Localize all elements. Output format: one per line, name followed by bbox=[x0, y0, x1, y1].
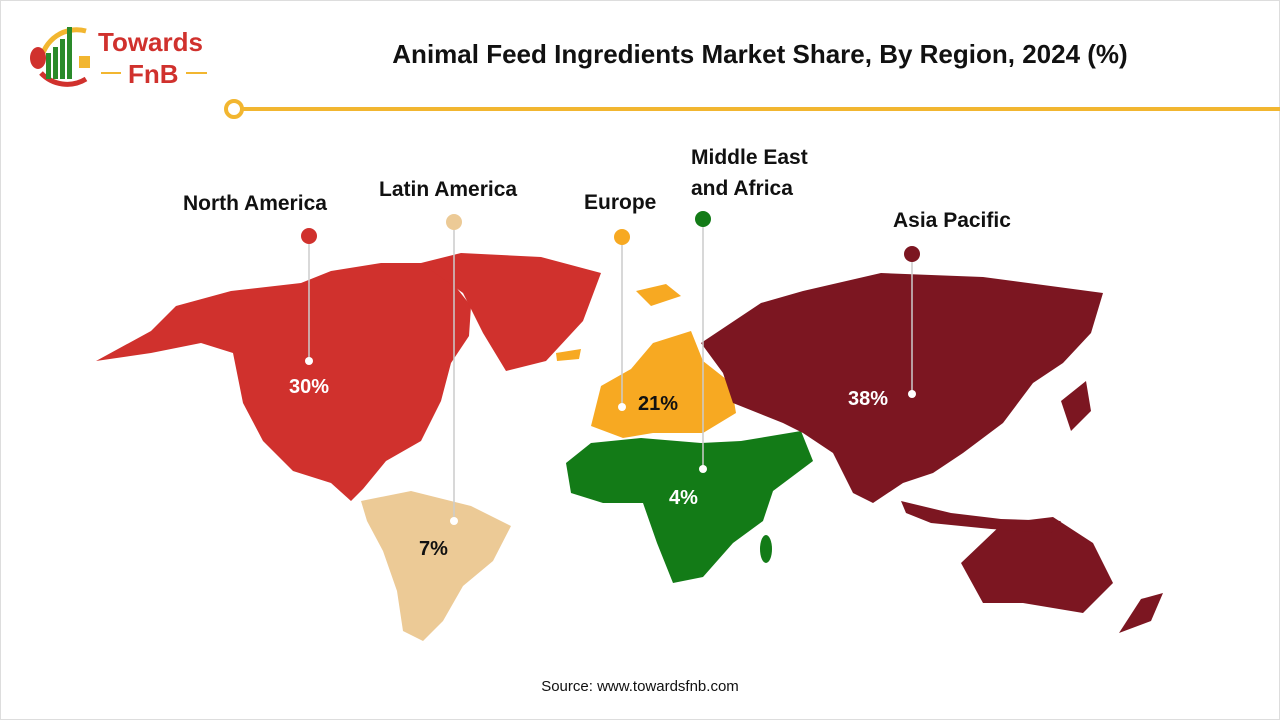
asia-pacific-marker bbox=[904, 246, 920, 262]
share-asia-pacific: 38% bbox=[848, 388, 889, 410]
asia-pacific-shape bbox=[701, 273, 1163, 633]
north-america-shape bbox=[96, 253, 601, 501]
label-north-america: North America bbox=[183, 192, 327, 215]
mea-marker bbox=[695, 211, 711, 227]
latin-america-shape bbox=[361, 491, 511, 641]
label-mea: Middle East and Africa bbox=[691, 142, 808, 204]
middle-east-africa-shape bbox=[566, 431, 813, 583]
underline-circle bbox=[224, 99, 244, 119]
latin-america-marker bbox=[446, 214, 462, 230]
share-latin-america: 7% bbox=[419, 538, 448, 560]
source-note: Source: www.towardsfnb.com bbox=[541, 678, 739, 695]
page-title: Animal Feed Ingredients Market Share, By… bbox=[392, 39, 1128, 69]
share-europe: 21% bbox=[638, 393, 679, 415]
share-north-america: 30% bbox=[289, 376, 330, 398]
label-mea-line2: and Africa bbox=[691, 177, 793, 200]
label-mea-line1: Middle East bbox=[691, 146, 808, 169]
europe-shape bbox=[556, 284, 736, 438]
label-asia-pacific: Asia Pacific bbox=[893, 209, 1011, 232]
logo: Towards FnB bbox=[30, 27, 207, 89]
europe-marker bbox=[614, 229, 630, 245]
north-america-marker bbox=[301, 228, 317, 244]
share-mea: 4% bbox=[669, 487, 698, 509]
label-latin-america: Latin America bbox=[379, 178, 518, 201]
label-europe: Europe bbox=[584, 191, 657, 214]
svg-text:Towards: Towards bbox=[98, 27, 203, 57]
svg-text:FnB: FnB bbox=[128, 59, 179, 89]
